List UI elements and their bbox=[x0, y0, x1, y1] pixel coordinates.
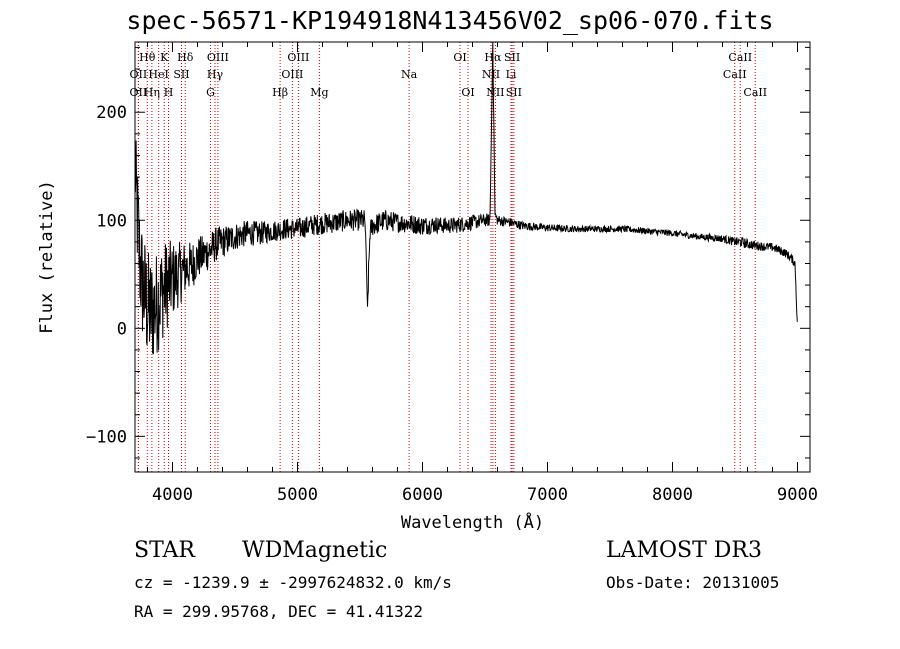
line-label: NII bbox=[482, 68, 500, 81]
spectrum-series bbox=[134, 41, 798, 355]
survey-name: LAMOST DR3 bbox=[606, 538, 762, 563]
y-tick-label: 100 bbox=[96, 211, 127, 231]
x-tick-label: 7000 bbox=[527, 485, 568, 505]
line-label: K bbox=[160, 51, 169, 64]
y-tick-label: 200 bbox=[96, 103, 127, 123]
x-axis-title: Wavelength (Å) bbox=[401, 511, 544, 533]
axis-ticks: 4000 5000 6000 7000 8000 9000 −100 0 100 200 bbox=[86, 42, 818, 505]
x-tick-label: 4000 bbox=[152, 485, 193, 505]
line-label: Hα bbox=[484, 51, 502, 64]
x-tick-label: 8000 bbox=[652, 485, 693, 505]
line-label: CaII bbox=[743, 86, 767, 99]
line-label: Na bbox=[401, 68, 418, 81]
line-label: OIII bbox=[281, 68, 303, 81]
object-subclass: WDMagnetic bbox=[242, 538, 388, 563]
line-label: CaII bbox=[723, 68, 747, 81]
line-label: Mg bbox=[310, 86, 328, 99]
line-label: OII bbox=[130, 68, 148, 81]
line-label: SII bbox=[504, 51, 520, 64]
y-axis-title: Flux (relative) bbox=[37, 180, 57, 334]
plot-frame bbox=[134, 41, 811, 473]
line-label: G bbox=[206, 86, 215, 99]
x-tick-label: 5000 bbox=[277, 485, 318, 505]
coordinates-readout: RA = 299.95768, DEC = 41.41322 bbox=[134, 602, 423, 621]
line-label: HeI bbox=[148, 68, 168, 81]
line-label: Hδ bbox=[177, 51, 194, 64]
line-label: OI bbox=[461, 86, 474, 99]
x-tick-label: 6000 bbox=[402, 485, 443, 505]
x-tick-label: 9000 bbox=[777, 485, 818, 505]
line-label: OIII bbox=[287, 51, 309, 64]
line-markers bbox=[137, 42, 756, 472]
line-label: H bbox=[164, 86, 174, 99]
line-label: OII bbox=[130, 86, 148, 99]
chart-title: spec-56571-KP194918N413456V02_sp06-070.f… bbox=[126, 6, 774, 35]
line-label: Hβ bbox=[272, 86, 288, 99]
line-label: SII bbox=[173, 68, 189, 81]
redshift-readout: cz = -1239.9 ± -2997624832.0 km/s bbox=[134, 573, 452, 592]
line-label: SII bbox=[506, 86, 522, 99]
object-class: STAR bbox=[134, 538, 195, 563]
y-tick-label: 0 bbox=[117, 319, 127, 339]
line-label: OIII bbox=[207, 51, 229, 64]
line-label: CaII bbox=[728, 51, 752, 64]
line-label: Hθ bbox=[139, 51, 156, 64]
line-label: Li bbox=[506, 68, 517, 81]
line-label: Hγ bbox=[207, 68, 224, 81]
spectrum-line bbox=[134, 41, 798, 355]
line-label: NII bbox=[486, 86, 504, 99]
line-label: OI bbox=[453, 51, 466, 64]
line-labels: Hθ OII OII K HeI Hη Hδ SII H OIII Hγ G OIII OIII Hβ Mg N… bbox=[130, 51, 768, 99]
line-label: Hη bbox=[144, 86, 160, 99]
y-tick-label: −100 bbox=[86, 427, 127, 447]
obs-date: Obs-Date: 20131005 bbox=[606, 573, 780, 592]
